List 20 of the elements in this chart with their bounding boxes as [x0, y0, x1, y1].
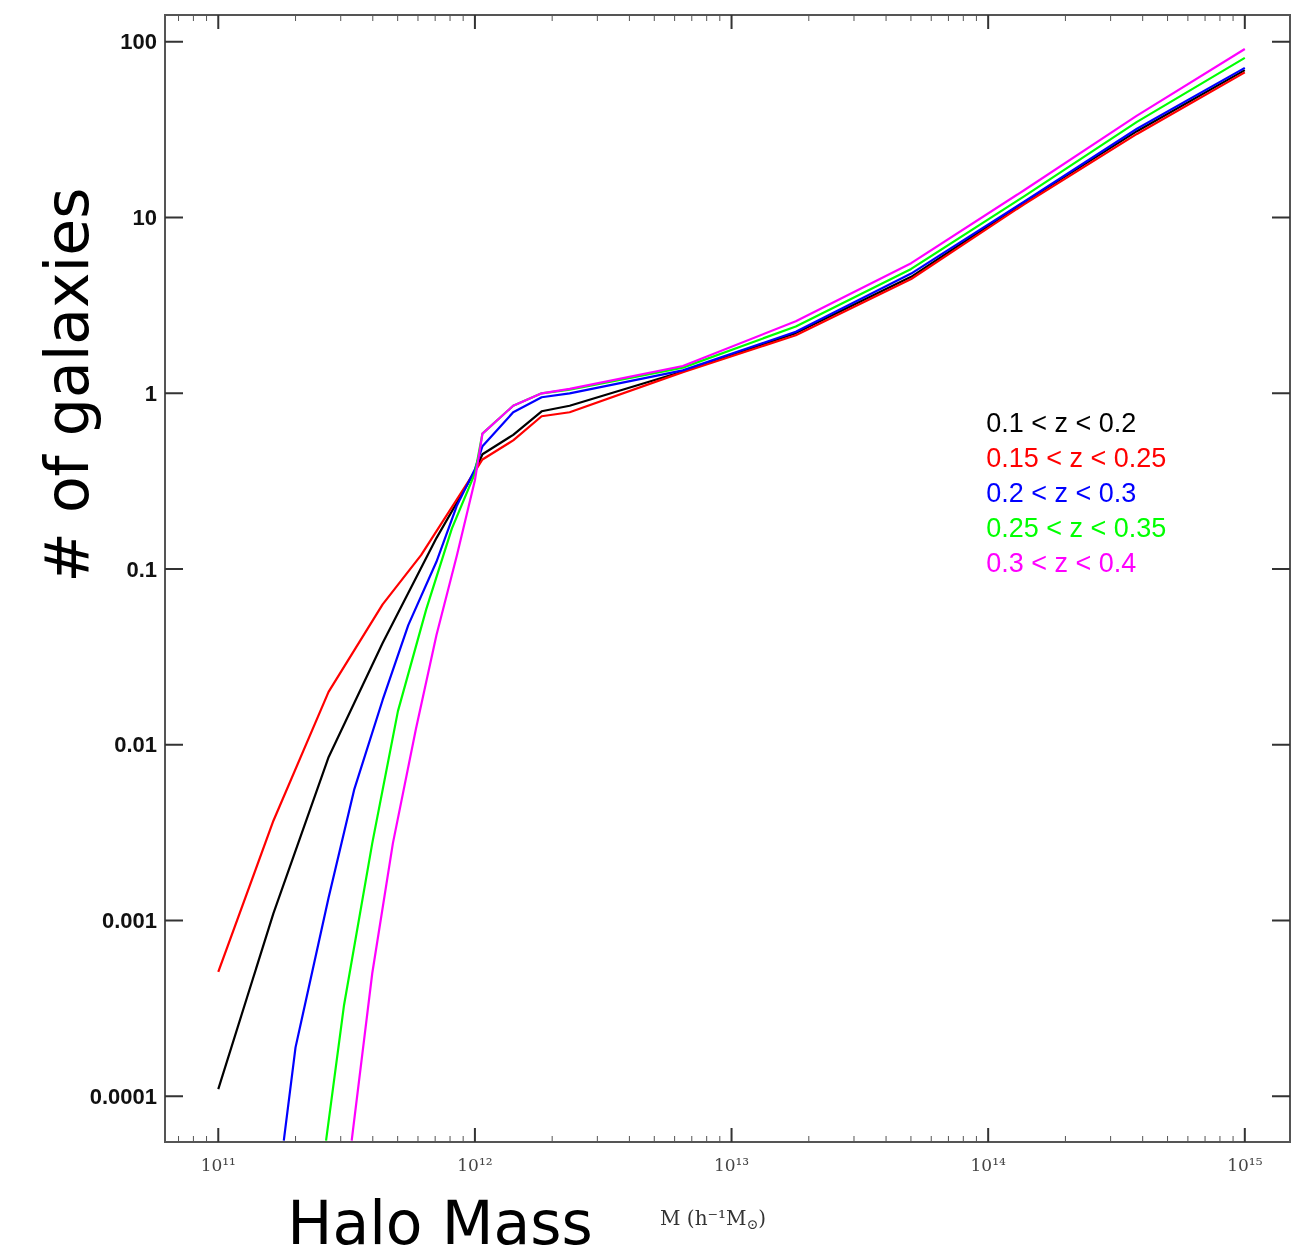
text: 0.1 < z < 0.2 — [986, 407, 1137, 438]
text: 0.3 < z < 0.4 — [986, 547, 1137, 578]
text: M (h⁻¹M⊙) — [660, 1206, 767, 1232]
x-tick-label: 10¹¹ — [200, 1154, 236, 1175]
y-axis-title: # of galaxies — [32, 187, 102, 583]
y-tick-label: 10 — [132, 205, 157, 231]
x-tick-label: 10¹⁵ — [1227, 1154, 1263, 1175]
y-tick-label: 100 — [120, 29, 157, 55]
text: 0.2 < z < 0.3 — [986, 477, 1137, 508]
text: 0.15 < z < 0.25 — [986, 442, 1167, 473]
text: 0.25 < z < 0.35 — [986, 512, 1167, 543]
y-tick-label: 0.001 — [101, 908, 157, 934]
y-tick-label: 1 — [144, 380, 157, 406]
x-axis-title: Halo Mass — [287, 1188, 593, 1254]
x-tick-label: 10¹⁴ — [970, 1154, 1006, 1175]
y-tick-label: 0.1 — [126, 556, 157, 582]
y-tick-label: 0.0001 — [89, 1083, 157, 1109]
y-tick-label: 0.01 — [114, 732, 157, 758]
x-tick-label: 10¹² — [457, 1154, 493, 1175]
x-tick-label: 10¹³ — [713, 1154, 750, 1175]
